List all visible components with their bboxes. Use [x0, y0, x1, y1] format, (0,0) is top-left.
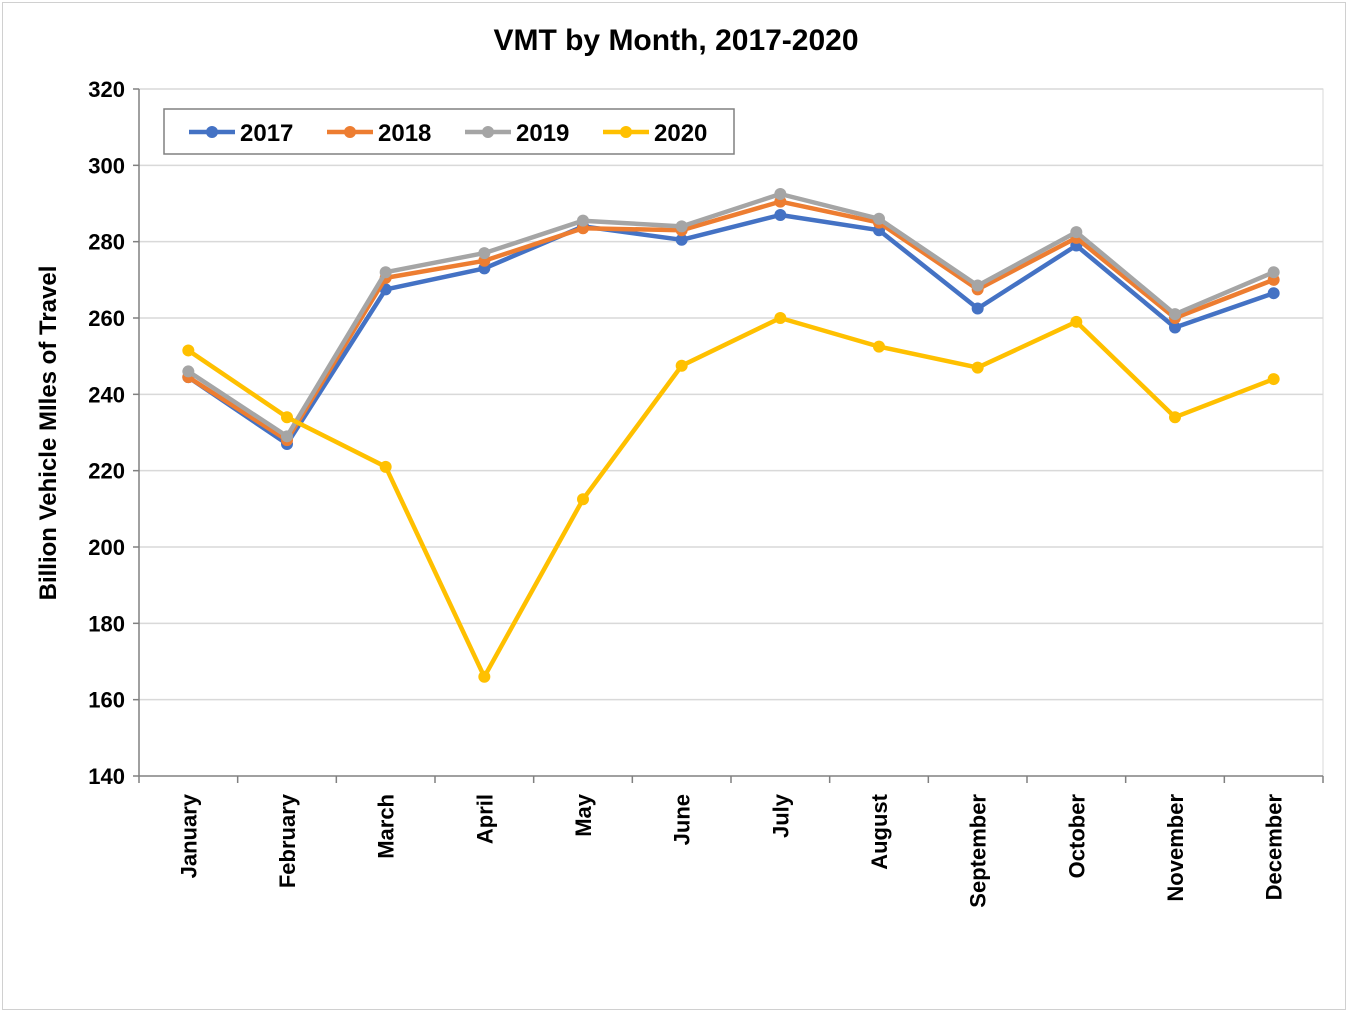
axes	[133, 88, 1324, 783]
legend-swatch-marker	[206, 126, 218, 138]
data-point	[675, 220, 688, 233]
legend-label: 2018	[378, 120, 431, 147]
data-point	[1267, 373, 1280, 386]
series-2020	[182, 312, 1280, 683]
data-point	[577, 214, 589, 227]
x-tick-label: July	[768, 793, 793, 838]
series-line	[187, 315, 1275, 680]
legend-item: 2019	[465, 120, 569, 147]
x-tick-label: May	[571, 793, 596, 837]
y-tick-label: 240	[88, 382, 125, 407]
data-point	[1169, 411, 1181, 424]
x-tick-label: December	[1262, 794, 1287, 901]
y-tick-label: 200	[88, 535, 125, 560]
x-tick-labels: January February March April May June July Augu…	[176, 793, 1286, 907]
y-tick-label: 300	[88, 153, 125, 178]
data-point	[1267, 266, 1280, 279]
data-point	[971, 302, 984, 315]
y-tick-label: 180	[88, 611, 125, 636]
x-tick-label: March	[374, 794, 399, 859]
line-chart: VMT by Month, 2017-2020 140 160 180 200 220 2…	[35, 24, 1324, 908]
legend-swatch-marker	[344, 126, 356, 138]
x-tick-label: January	[176, 793, 201, 878]
data-point	[971, 361, 984, 374]
data-point	[379, 460, 392, 473]
data-point	[774, 312, 787, 324]
data-point	[873, 340, 885, 353]
legend-item: 2018	[327, 120, 431, 147]
data-point	[182, 344, 195, 357]
data-point	[873, 212, 885, 225]
x-tick-label: November	[1163, 794, 1188, 902]
legend-label: 2019	[516, 120, 569, 147]
data-point	[1267, 287, 1280, 300]
y-tick-label: 260	[88, 306, 125, 331]
series-line	[187, 212, 1275, 447]
legend-item: 2020	[603, 120, 707, 147]
data-point	[675, 359, 688, 372]
series-2019	[182, 187, 1280, 443]
legend-swatch-marker	[482, 126, 494, 138]
y-tick-label: 140	[88, 764, 125, 789]
data-point	[281, 430, 293, 443]
y-tick-label: 280	[88, 230, 125, 255]
data-point	[577, 493, 589, 506]
data-point	[1070, 315, 1083, 328]
series-2017	[182, 208, 1280, 450]
series-line	[187, 191, 1275, 439]
y-tick-label: 320	[88, 77, 125, 102]
legend-label: 2020	[654, 120, 707, 147]
series-lines	[182, 187, 1280, 683]
x-tick-label: October	[1064, 794, 1089, 879]
data-point	[478, 670, 491, 683]
series-line	[187, 199, 1275, 443]
data-point	[478, 247, 491, 260]
data-point	[675, 233, 688, 246]
data-point	[971, 279, 984, 292]
data-point	[182, 365, 195, 378]
y-axis-label: Billion Vehicle MIles of Travel	[35, 266, 62, 601]
data-point	[1169, 308, 1181, 321]
data-point	[774, 187, 787, 200]
legend-swatch-marker	[620, 126, 632, 138]
data-point	[379, 266, 392, 279]
x-tick-label: April	[472, 794, 497, 844]
series-2018	[182, 195, 1280, 447]
legend: 2017 2018 2019 2020	[163, 108, 735, 155]
y-tick-label: 220	[88, 459, 125, 484]
chart-title: VMT by Month, 2017-2020	[493, 24, 858, 57]
x-tick-label: February	[275, 793, 300, 888]
data-point	[1070, 226, 1083, 239]
data-point	[1169, 321, 1181, 334]
legend-label: 2017	[240, 120, 293, 147]
y-tick-labels: 140 160 180 200 220 240 260 280 300 320	[88, 77, 125, 789]
data-point	[281, 411, 293, 424]
x-tick-label: August	[867, 793, 892, 869]
y-tick-label: 160	[88, 688, 125, 713]
x-tick-label: June	[670, 794, 695, 845]
legend-item: 2017	[189, 120, 293, 147]
data-point	[774, 208, 787, 221]
x-tick-label: September	[966, 794, 991, 908]
